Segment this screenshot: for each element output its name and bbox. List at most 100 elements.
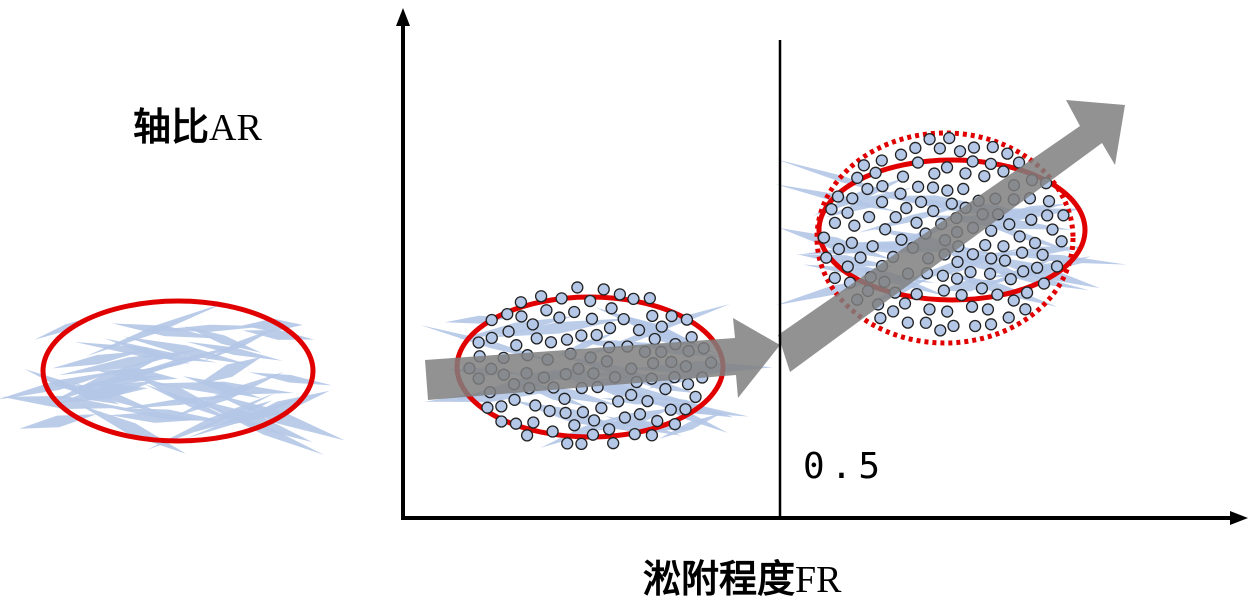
rime-droplet bbox=[486, 315, 497, 326]
rime-droplet bbox=[924, 134, 935, 145]
rime-droplet bbox=[968, 142, 979, 153]
rime-droplet bbox=[956, 290, 967, 301]
rime-droplet bbox=[496, 401, 507, 412]
y-label-unit: AR bbox=[209, 107, 262, 149]
rime-droplet bbox=[642, 396, 653, 407]
rime-droplet bbox=[847, 193, 858, 204]
rime-droplet bbox=[875, 313, 886, 324]
rime-droplet bbox=[528, 417, 539, 428]
rime-droplet bbox=[473, 337, 484, 348]
rime-droplet bbox=[666, 311, 677, 322]
rime-droplet bbox=[818, 232, 829, 243]
x-label-main: 淞附程度 bbox=[643, 557, 795, 601]
rime-droplet bbox=[896, 234, 907, 245]
rime-droplet bbox=[1014, 231, 1025, 242]
rime-droplet bbox=[1022, 287, 1033, 298]
rime-droplet bbox=[829, 272, 840, 283]
rime-droplet bbox=[948, 320, 959, 331]
rime-droplet bbox=[681, 314, 692, 325]
rime-droplet bbox=[897, 171, 908, 182]
rime-droplet bbox=[938, 285, 949, 296]
y-axis-arrow bbox=[396, 8, 410, 26]
rime-droplet bbox=[967, 301, 978, 312]
rime-droplet bbox=[849, 220, 860, 231]
diagram: 轴比AR 淞附程度FR 0.5 bbox=[0, 0, 1250, 601]
rime-droplet bbox=[934, 143, 945, 154]
rime-droplet bbox=[618, 314, 629, 325]
rime-droplet bbox=[605, 322, 616, 333]
rime-droplet bbox=[998, 166, 1009, 177]
rime-droplet bbox=[614, 289, 625, 300]
rime-droplet bbox=[544, 405, 555, 416]
rime-droplet bbox=[998, 241, 1009, 252]
ice-crystal bbox=[249, 372, 332, 385]
rime-droplet bbox=[502, 309, 513, 320]
rime-droplet bbox=[530, 400, 541, 411]
rime-droplets bbox=[464, 133, 1069, 450]
rime-droplet bbox=[942, 185, 953, 196]
rime-droplet bbox=[833, 244, 844, 255]
rime-droplet bbox=[992, 289, 1003, 300]
rime-droplet bbox=[913, 181, 924, 192]
rime-droplet bbox=[867, 241, 878, 252]
rime-droplet bbox=[985, 158, 996, 169]
threshold-label: 0.5 bbox=[803, 446, 886, 487]
rime-droplet bbox=[562, 438, 573, 449]
rime-droplet bbox=[559, 393, 570, 404]
rime-droplet bbox=[680, 404, 691, 415]
rime-droplet bbox=[482, 402, 493, 413]
rime-droplet bbox=[1003, 312, 1014, 323]
rime-droplet bbox=[855, 252, 866, 263]
rime-droplet bbox=[935, 325, 946, 336]
rime-droplet bbox=[547, 426, 558, 437]
rime-droplet bbox=[569, 420, 580, 431]
rime-droplet bbox=[503, 326, 514, 337]
rime-droplet bbox=[928, 206, 939, 217]
rime-droplet bbox=[628, 293, 639, 304]
y-axis-label: 轴比AR bbox=[133, 105, 262, 149]
rime-droplet bbox=[604, 424, 615, 435]
rime-droplet bbox=[589, 415, 600, 426]
rime-droplet bbox=[864, 212, 875, 223]
rime-droplet bbox=[829, 217, 840, 228]
rime-droplet bbox=[1038, 278, 1049, 289]
rime-droplet bbox=[554, 312, 565, 323]
rime-droplet bbox=[536, 291, 547, 302]
rime-droplet bbox=[928, 182, 939, 193]
rime-droplet bbox=[629, 429, 640, 440]
rime-droplet bbox=[1002, 148, 1013, 159]
rime-droplet bbox=[1058, 210, 1069, 221]
rime-droplet bbox=[652, 416, 663, 427]
rime-droplet bbox=[1005, 274, 1016, 285]
rime-droplet bbox=[515, 297, 526, 308]
rime-droplet bbox=[634, 409, 645, 420]
rime-droplet bbox=[976, 283, 987, 294]
rime-droplet bbox=[1017, 247, 1028, 258]
rime-droplet bbox=[510, 418, 521, 429]
rime-droplet bbox=[876, 155, 887, 166]
rime-droplet bbox=[987, 142, 998, 153]
rime-droplet bbox=[545, 337, 556, 348]
rime-droplet bbox=[577, 407, 588, 418]
rime-droplet bbox=[901, 203, 912, 214]
rime-droplet bbox=[985, 268, 996, 279]
rime-droplet bbox=[980, 240, 991, 251]
rime-droplet bbox=[858, 160, 869, 171]
rime-droplet bbox=[683, 379, 694, 390]
rime-droplet bbox=[656, 321, 667, 332]
rime-droplet bbox=[912, 157, 923, 168]
rime-droplet bbox=[596, 403, 607, 414]
rime-droplet bbox=[576, 438, 587, 449]
rime-droplet bbox=[967, 156, 978, 167]
rime-droplet bbox=[832, 191, 843, 202]
rime-droplet bbox=[986, 319, 997, 330]
rime-droplet bbox=[634, 325, 645, 336]
rime-droplet bbox=[626, 389, 637, 400]
rime-droplet bbox=[877, 181, 888, 192]
rime-droplet bbox=[527, 319, 538, 330]
page: {"y_axis_label": {"main": "轴比", "unit": … bbox=[0, 0, 1250, 601]
rime-droplet bbox=[586, 313, 597, 324]
rime-droplet bbox=[1030, 237, 1041, 248]
rime-droplet bbox=[952, 273, 963, 284]
rime-droplet bbox=[924, 304, 935, 315]
